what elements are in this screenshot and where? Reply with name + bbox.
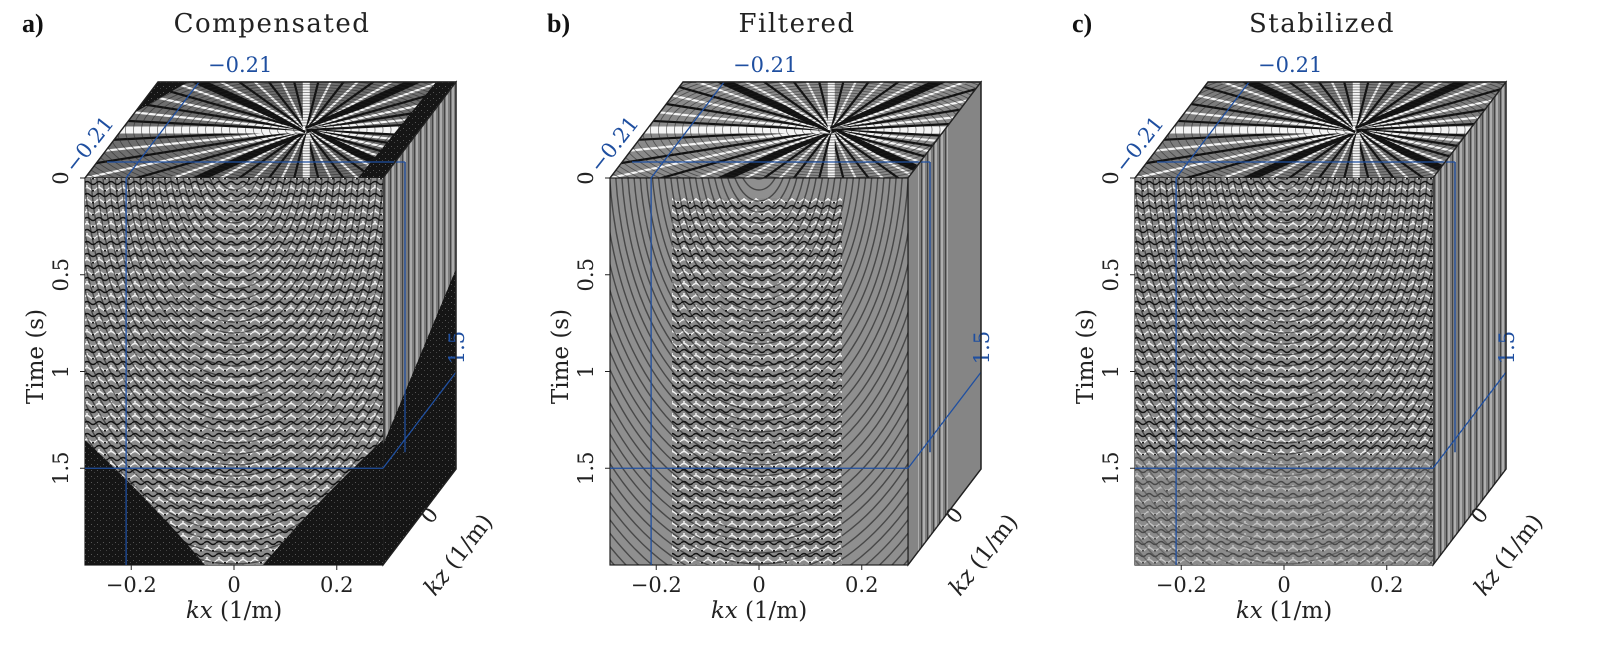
- kx-tick-label: −0.2: [106, 573, 157, 597]
- time-tick-label: 0.5: [49, 258, 73, 291]
- kx-axis-label: kx (1/m): [711, 598, 807, 624]
- kx-axis-label: kx (1/m): [1236, 598, 1332, 624]
- kx-tick-label: −0.2: [631, 573, 682, 597]
- time-tick-label: 1: [49, 365, 73, 378]
- cube-edge: [907, 81, 982, 179]
- front-pattern: [610, 178, 908, 565]
- front-pattern: [1135, 178, 1433, 565]
- time-axis-label: Time (s): [23, 309, 49, 404]
- time-axis-label: Time (s): [1073, 309, 1099, 404]
- side-annotation: 1.5: [970, 331, 994, 364]
- cube-edge: [382, 81, 457, 179]
- time-tick-label: 0.5: [1099, 258, 1123, 291]
- kx-tick-label: 0.2: [1370, 573, 1403, 597]
- slice-line-side-time: [907, 371, 982, 469]
- time-tick-label: 1: [1099, 365, 1123, 378]
- kx-axis-label: kx (1/m): [186, 598, 282, 624]
- top-annotation: −0.21: [733, 53, 797, 77]
- time-tick-label: 1.5: [574, 452, 598, 485]
- slice-line-side-time: [1432, 371, 1507, 469]
- time-tick-label: 1.5: [49, 452, 73, 485]
- top-fan-pattern: [610, 82, 981, 178]
- side-annotation: 1.5: [445, 331, 469, 364]
- kx-tick-label: 0: [227, 573, 240, 597]
- panel-title: Filtered: [739, 9, 856, 39]
- panel-title: Compensated: [174, 9, 371, 39]
- time-tick-label: 0.5: [574, 258, 598, 291]
- time-tick-label: 1.5: [1099, 452, 1123, 485]
- kx-tick-label: 0.2: [845, 573, 878, 597]
- kx-tick-label: 0: [752, 573, 765, 597]
- slice-line-side-time: [382, 371, 457, 469]
- panel-title: Stabilized: [1249, 9, 1395, 39]
- top-annotation: −0.21: [1258, 53, 1322, 77]
- panel-label: c): [1072, 9, 1092, 38]
- time-tick-label: 1: [574, 365, 598, 378]
- panel-label: a): [22, 9, 44, 38]
- kx-tick-label: −0.2: [1156, 573, 1207, 597]
- front-pattern: [85, 178, 383, 565]
- time-axis-label: Time (s): [548, 309, 574, 404]
- top-fan-pattern: [1135, 82, 1506, 178]
- cube-edge: [1432, 81, 1507, 179]
- kx-tick-label: 0: [1277, 573, 1290, 597]
- side-annotation: 1.5: [1495, 331, 1519, 364]
- top-annotation: −0.21: [208, 53, 272, 77]
- time-tick-label: 0: [49, 171, 73, 184]
- kx-tick-label: 0.2: [320, 573, 353, 597]
- time-tick-label: 0: [574, 171, 598, 184]
- panel-label: b): [547, 9, 570, 38]
- time-tick-label: 0: [1099, 171, 1123, 184]
